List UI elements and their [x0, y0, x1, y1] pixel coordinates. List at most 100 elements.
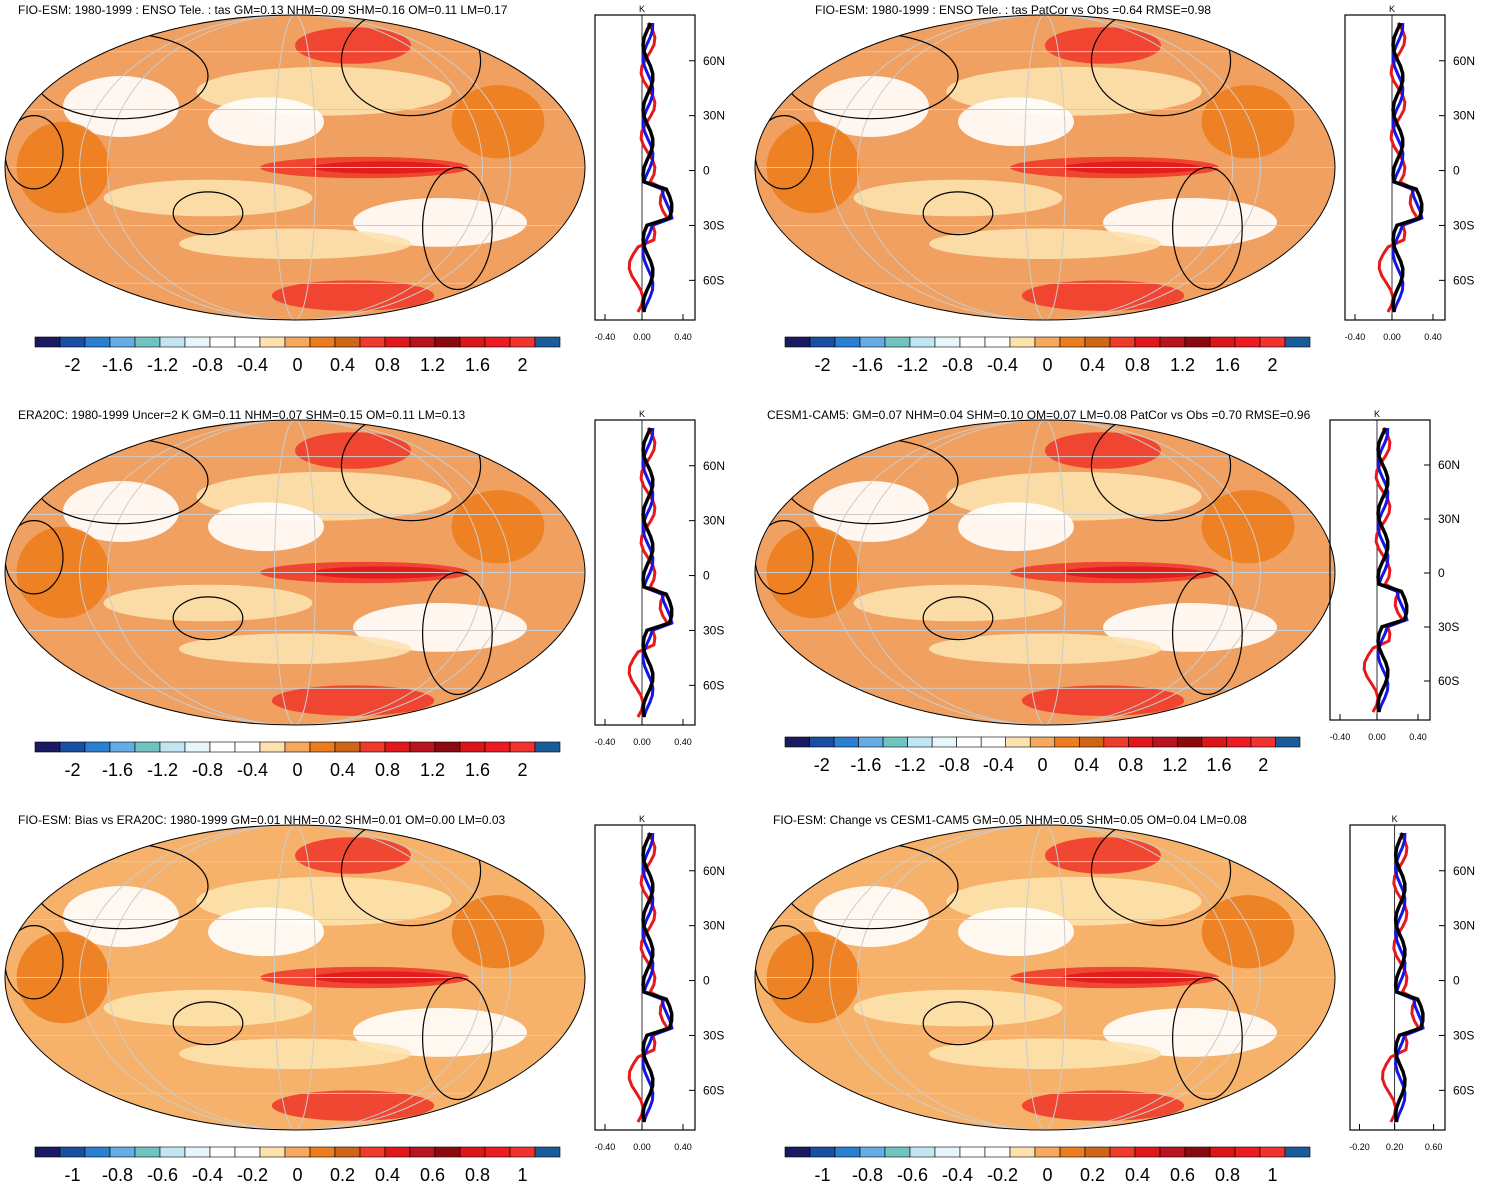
- field-patch: [63, 76, 179, 137]
- colorbar-swatch: [931, 736, 957, 748]
- coastline: [340, 15, 482, 117]
- colorbar-swatch: [1184, 1146, 1211, 1158]
- field-patch: [1021, 1090, 1185, 1121]
- colorbar-swatch: [907, 736, 933, 748]
- colorbar-label: -0.4: [942, 1165, 973, 1181]
- colorbar-label: 1.6: [465, 355, 490, 375]
- field-patch: [295, 27, 411, 64]
- zonal-tick-label: 0.40: [1409, 732, 1427, 742]
- longitude-line: [106, 825, 484, 1130]
- colorbar-swatch: [859, 336, 886, 348]
- panel-title: FIO-ESM: 1980-1999 : ENSO Tele. : tas GM…: [18, 3, 508, 17]
- zonal-mean-series: [627, 832, 670, 1123]
- colorbar-swatch: [534, 336, 561, 348]
- latitude-tick-label: 0: [703, 164, 710, 178]
- latitude-tick-label: 30S: [1453, 218, 1474, 232]
- colorbar-swatch: [409, 336, 436, 348]
- field-patch: [853, 179, 1063, 217]
- zonal-mean-series: [1394, 832, 1425, 1123]
- colorbar-swatch: [34, 1146, 61, 1158]
- map-border: [754, 14, 1336, 321]
- colorbar-label: -0.6: [147, 1165, 178, 1181]
- colorbar-swatch: [980, 736, 1007, 748]
- colorbar-swatch: [509, 1146, 536, 1158]
- colorbar-label: -1.6: [850, 755, 881, 775]
- field-patch: [271, 280, 435, 311]
- colorbar-swatch: [909, 336, 936, 348]
- colorbar-label: 0: [292, 760, 302, 780]
- colorbar-label: 0.4: [1074, 755, 1099, 775]
- field-patch: [295, 837, 411, 874]
- field-patch: [208, 907, 324, 957]
- colorbar-swatch: [84, 336, 111, 348]
- colorbar-swatch: [109, 336, 136, 348]
- latitude-tick-label: 60N: [703, 54, 725, 68]
- field-patch: [103, 584, 313, 622]
- map-border: [4, 14, 586, 321]
- zonal-mean-plot: K 60N 30N 0 30S 60S -0.40 0.00 0.40: [594, 814, 725, 1152]
- colorbar-label: 1.2: [1162, 755, 1187, 775]
- colorbar-swatch: [1284, 1146, 1311, 1158]
- colorbar-label: -0.8: [939, 755, 970, 775]
- latitude-tick-label: 60N: [1438, 458, 1460, 472]
- colorbar-label: -0.8: [192, 355, 223, 375]
- colorbar-swatch: [234, 1146, 261, 1158]
- longitude-line: [1023, 825, 1067, 1130]
- zonal-mean-series: [627, 22, 670, 313]
- colorbar-swatch: [434, 1146, 461, 1158]
- latitude-tick-label: 30N: [703, 919, 725, 933]
- panel-title: FIO-ESM: Bias vs ERA20C: 1980-1999 GM=0.…: [18, 813, 506, 827]
- colorbar-label: 0.6: [420, 1165, 445, 1181]
- colorbar-swatch: [59, 336, 86, 348]
- colorbar-swatch: [1128, 736, 1154, 748]
- zonal-tick-label: 0.40: [674, 1142, 692, 1152]
- field-patch: [1045, 27, 1161, 64]
- colorbar-label: -0.8: [102, 1165, 133, 1181]
- colorbar: -2 -1.6 -1.2 -0.8 -0.4 0 0.4 0.8 1.2 1.6 2: [784, 336, 1311, 375]
- longitude-line: [829, 825, 1261, 1130]
- zonal-tick-label: 0.40: [674, 332, 692, 342]
- field-patch: [63, 481, 179, 542]
- coastline: [922, 596, 994, 641]
- colorbar-swatch: [509, 741, 536, 753]
- colorbar-swatch: [1134, 1146, 1161, 1158]
- longitude-line: [273, 15, 317, 320]
- latitude-tick-label: 60N: [1453, 864, 1475, 878]
- coastline: [1171, 571, 1243, 696]
- colorbar-swatch: [309, 1146, 336, 1158]
- colorbar-swatch: [956, 736, 982, 748]
- colorbar-swatch: [334, 741, 361, 753]
- field-patch: [958, 907, 1074, 957]
- longitude-line: [79, 15, 511, 320]
- field-patch: [271, 1090, 435, 1121]
- latitude-tick-label: 60S: [1438, 674, 1459, 688]
- colorbar-swatch: [284, 741, 311, 753]
- unit-label: K: [1389, 4, 1395, 14]
- colorbar-swatch: [909, 1146, 936, 1158]
- colorbar-swatch: [1226, 736, 1252, 748]
- field-patch: [1201, 85, 1295, 159]
- zonal-mean-series: [1380, 832, 1421, 1123]
- coastline: [422, 571, 493, 696]
- colorbar: -1 -0.8 -0.6 -0.4 -0.2 0 0.2 0.4 0.6 0.8 1: [34, 1146, 561, 1185]
- longitude-line: [106, 420, 484, 725]
- colorbar-label: 0.6: [1170, 1165, 1195, 1181]
- colorbar-swatch: [959, 336, 986, 348]
- colorbar-swatch: [359, 336, 386, 348]
- colorbar-swatch: [34, 741, 61, 753]
- colorbar-swatch: [384, 336, 411, 348]
- map-border: [754, 824, 1336, 1131]
- latitude-tick-label: 60S: [1453, 273, 1474, 287]
- colorbar-label: -2: [64, 355, 80, 375]
- colorbar-swatch: [134, 741, 161, 753]
- map-panel: [754, 824, 1336, 1131]
- colorbar-swatch: [1084, 1146, 1111, 1158]
- colorbar-swatch: [1054, 736, 1080, 748]
- longitude-line: [829, 15, 1261, 320]
- field-patch: [853, 584, 1063, 622]
- field-patch: [1201, 895, 1295, 969]
- colorbar-swatch: [784, 736, 810, 748]
- field-patch: [929, 1038, 1161, 1069]
- zonal-tick-label: 0.40: [1424, 332, 1442, 342]
- unit-label: K: [639, 4, 645, 14]
